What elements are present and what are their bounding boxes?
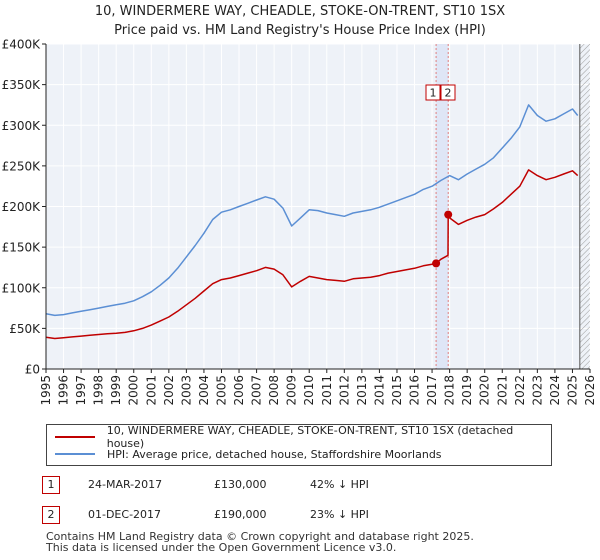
property-price-line — [45, 169, 579, 340]
x-tick-label: 2014 — [372, 375, 386, 406]
x-tick-label: 1996 — [57, 375, 71, 406]
x-tick-label: 2012 — [337, 375, 351, 406]
transaction-row: 1 24-MAR-2017 £130,000 42% ↓ HPI — [42, 476, 562, 498]
forecast-hatch — [579, 44, 590, 369]
x-tick-label: 2008 — [267, 375, 281, 406]
x-tick-label: 2003 — [179, 375, 193, 406]
x-tick-label: 2004 — [197, 375, 211, 406]
x-tick-label: 1995 — [39, 375, 53, 406]
x-tick-label: 2017 — [425, 375, 439, 406]
transaction-number: 2 — [42, 506, 60, 524]
transaction-date: 01-DEC-2017 — [88, 508, 162, 521]
x-tick-label: 2011 — [320, 375, 334, 406]
hpi-line — [45, 104, 579, 317]
y-tick-label: £50K — [9, 322, 41, 336]
x-tick-label: 2022 — [513, 375, 527, 406]
x-tick-label: 2015 — [390, 375, 404, 406]
y-tick-label: £400K — [2, 38, 42, 52]
legend: 10, WINDERMERE WAY, CHEADLE, STOKE-ON-TR… — [46, 424, 552, 466]
x-tick-label: 1997 — [74, 375, 88, 406]
x-tick-label: 2025 — [565, 375, 579, 406]
transaction-number: 1 — [42, 476, 60, 494]
sale-period-band — [436, 44, 449, 369]
footer-licence: This data is licensed under the Open Gov… — [46, 541, 397, 554]
x-tick-label: 1999 — [109, 375, 123, 406]
x-tick-label: 2013 — [355, 375, 369, 406]
x-tick-label: 2000 — [127, 375, 141, 406]
transaction-date: 24-MAR-2017 — [88, 478, 163, 491]
x-tick-label: 2005 — [214, 375, 228, 406]
sale-point — [444, 210, 453, 219]
transaction-price: £130,000 — [214, 478, 267, 491]
transaction-hpi-diff: 42% ↓ HPI — [310, 478, 369, 491]
y-tick-label: £0 — [25, 363, 40, 377]
legend-swatch-hpi — [55, 453, 95, 455]
x-tick-label: 2026 — [583, 375, 597, 406]
y-tick-label: £100K — [2, 281, 42, 295]
y-tick-label: £150K — [2, 241, 42, 255]
sale-label-text: 1 — [430, 87, 437, 100]
transaction-hpi-diff: 23% ↓ HPI — [310, 508, 369, 521]
sale-label-text: 2 — [445, 87, 452, 100]
transaction-row: 2 01-DEC-2017 £190,000 23% ↓ HPI — [42, 506, 562, 528]
y-tick-label: £350K — [2, 78, 42, 92]
y-tick-label: £200K — [2, 200, 42, 214]
x-tick-label: 2024 — [548, 375, 562, 406]
x-tick-label: 2020 — [478, 375, 492, 406]
x-tick-label: 2006 — [232, 375, 246, 406]
sale-label-box — [440, 84, 456, 101]
y-tick-label: £300K — [2, 119, 42, 133]
legend-swatch-property — [55, 436, 95, 438]
legend-item-hpi: HPI: Average price, detached house, Staf… — [55, 445, 442, 463]
x-tick-label: 2016 — [408, 375, 422, 406]
chart-title: 10, WINDERMERE WAY, CHEADLE, STOKE-ON-TR… — [94, 4, 506, 19]
footer-copyright: Contains HM Land Registry data © Crown c… — [46, 530, 474, 543]
legend-label-hpi: HPI: Average price, detached house, Staf… — [107, 447, 442, 461]
x-tick-label: 2001 — [144, 375, 158, 406]
transaction-price: £190,000 — [214, 508, 267, 521]
x-tick-label: 2023 — [530, 375, 544, 406]
x-tick-label: 2002 — [162, 375, 176, 406]
x-tick-label: 2009 — [285, 375, 299, 406]
x-tick-label: 1998 — [92, 375, 106, 406]
x-tick-label: 2007 — [250, 375, 264, 406]
y-tick-label: £250K — [2, 159, 42, 173]
x-tick-label: 2021 — [495, 375, 509, 406]
sale-point — [432, 259, 441, 268]
chart-subtitle: Price paid vs. HM Land Registry's House … — [114, 23, 486, 38]
footer: Contains HM Land Registry data © Crown c… — [46, 531, 474, 553]
x-tick-label: 2018 — [443, 375, 457, 406]
x-tick-label: 2010 — [302, 375, 316, 406]
legend-label-property: 10, WINDERMERE WAY, CHEADLE, STOKE-ON-TR… — [106, 424, 514, 450]
sale-label-box — [425, 84, 441, 101]
legend-item-property: 10, WINDERMERE WAY, CHEADLE, STOKE-ON-TR… — [55, 424, 551, 450]
x-tick-label: 2019 — [460, 375, 474, 406]
